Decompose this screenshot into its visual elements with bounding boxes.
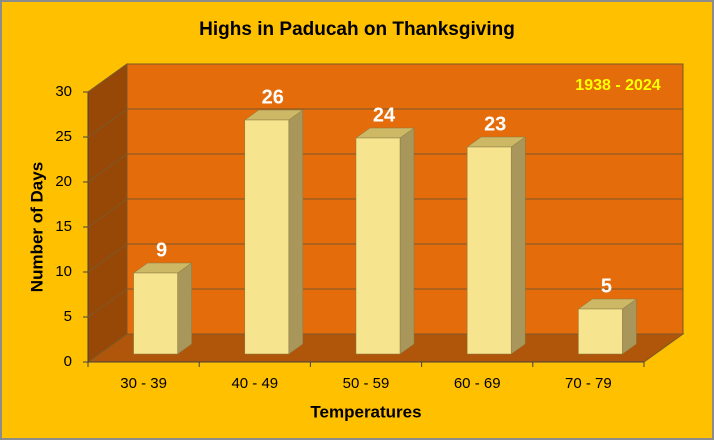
x-tick-label: 70 - 79 [565,375,612,392]
x-tick-label: 60 - 69 [454,375,501,392]
y-tick-label: 5 [64,308,72,325]
bar-side [288,109,304,355]
bar [244,119,290,355]
grid-line [87,198,128,228]
grid-line [87,108,128,138]
value-label: 26 [262,86,284,108]
bar-side [399,127,415,355]
bar-side [177,262,192,355]
value-label: 24 [373,104,396,126]
y-tick-label: 20 [55,173,72,190]
grid-line [87,243,128,273]
bar [355,137,401,355]
y-tick-label: 25 [55,128,72,145]
y-tick-label: 0 [64,353,72,370]
value-label: 5 [601,275,612,297]
x-tick-label: 30 - 39 [120,375,167,392]
value-label: 23 [484,113,506,135]
y-tick-label: 15 [55,218,72,235]
value-label: 9 [156,239,167,261]
grid-line [87,153,128,183]
y-tick-label: 30 [55,83,72,100]
bar [578,308,623,355]
bar-side [510,136,526,355]
grid-line [87,63,128,93]
x-tick-label: 40 - 49 [231,375,278,392]
chart-title: Highs in Paducah on Thanksgiving [199,19,515,40]
annotation: 1938 - 2024 [575,77,661,94]
bar [133,272,178,355]
grid-line [87,288,128,318]
y-axis-title: Number of Days [27,162,46,292]
x-axis-title: Temperatures [310,402,421,421]
y-tick-label: 10 [55,263,72,280]
bar [466,146,512,355]
x-tick-label: 50 - 59 [343,375,390,392]
